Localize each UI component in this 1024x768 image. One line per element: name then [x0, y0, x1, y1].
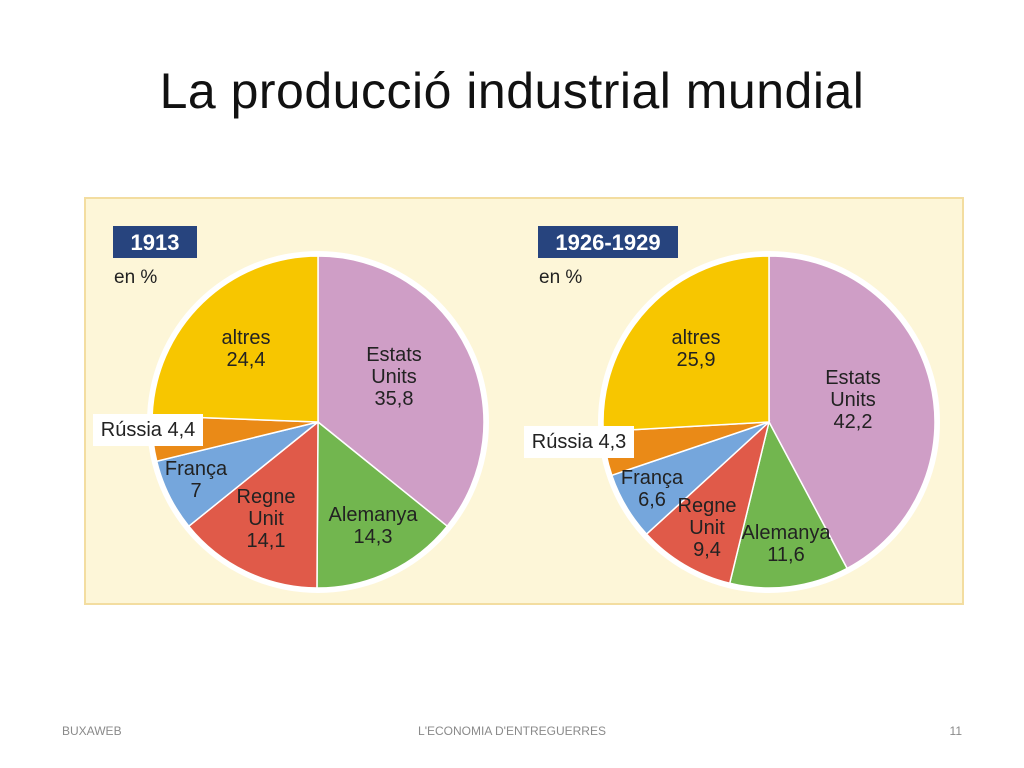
slice-label-altres: altres [672, 327, 721, 349]
pie-slice-alemanya [316, 420, 449, 589]
chart-title: 1926-1929 [555, 230, 660, 255]
year-badge [113, 226, 197, 258]
slice-label-russia: Rússia 4,4 [101, 419, 196, 441]
slice-value-franca: 6,6 [638, 489, 666, 511]
slice-label-alemanya: Alemanya [329, 504, 419, 526]
side-label-box [93, 414, 203, 446]
footer-author: BUXAWEB [62, 724, 122, 738]
side-label-box [524, 426, 634, 458]
footer-title: L'ECONOMIA D'ENTREGUERRES [418, 724, 606, 738]
slice-label-franca: França [621, 467, 684, 489]
chart-subtitle: en % [114, 267, 157, 288]
slice-label-regne-unit: Regne [678, 495, 737, 517]
pie-slice-altres [151, 255, 319, 423]
chart-panel: 1913 en % Estats Units 35,8 Alemanya 14,3 Regne… [84, 197, 964, 605]
slice-value-estats-units: 35,8 [375, 388, 414, 410]
slice-label-russia: Rússia 4,3 [532, 431, 627, 453]
chart-title: 1913 [131, 230, 180, 255]
slice-value-regne-unit: 9,4 [693, 539, 721, 561]
slice-label-estats-units: Estats [825, 367, 881, 389]
slice-value-altres: 24,4 [227, 349, 266, 371]
slide-title: La producció industrial mundial [159, 63, 865, 119]
pie-slice-altres [602, 255, 770, 433]
slice-label-regne-unit: Unit [689, 517, 725, 539]
slice-value-estats-units: 42,2 [834, 411, 873, 433]
pie-slice-estats-units [317, 255, 485, 528]
slice-label-franca: França [165, 458, 228, 480]
chart-subtitle: en % [539, 267, 582, 288]
slice-value-regne-unit: 14,1 [247, 530, 286, 552]
slice-value-altres: 25,9 [677, 349, 716, 371]
pie-slice-regne-unit [187, 420, 319, 589]
slice-label-altres: altres [222, 327, 271, 349]
slice-label-regne-unit: Unit [248, 508, 284, 530]
pie-slice-estats-units [768, 255, 936, 570]
slice-label-alemanya: Alemanya [742, 522, 832, 544]
slice-label-regne-unit: Regne [237, 486, 296, 508]
slice-label-estats-units: Estats [366, 344, 422, 366]
slice-value-alemanya: 11,6 [767, 544, 804, 566]
slice-value-alemanya: 14,3 [354, 526, 393, 548]
pie-slice-regne-unit [645, 419, 771, 585]
slice-label-estats-units: Units [371, 366, 417, 388]
year-badge [538, 226, 678, 258]
slice-value-franca: 7 [190, 480, 201, 502]
slice-label-estats-units: Units [830, 389, 876, 411]
footer-page-number: 11 [949, 724, 962, 738]
